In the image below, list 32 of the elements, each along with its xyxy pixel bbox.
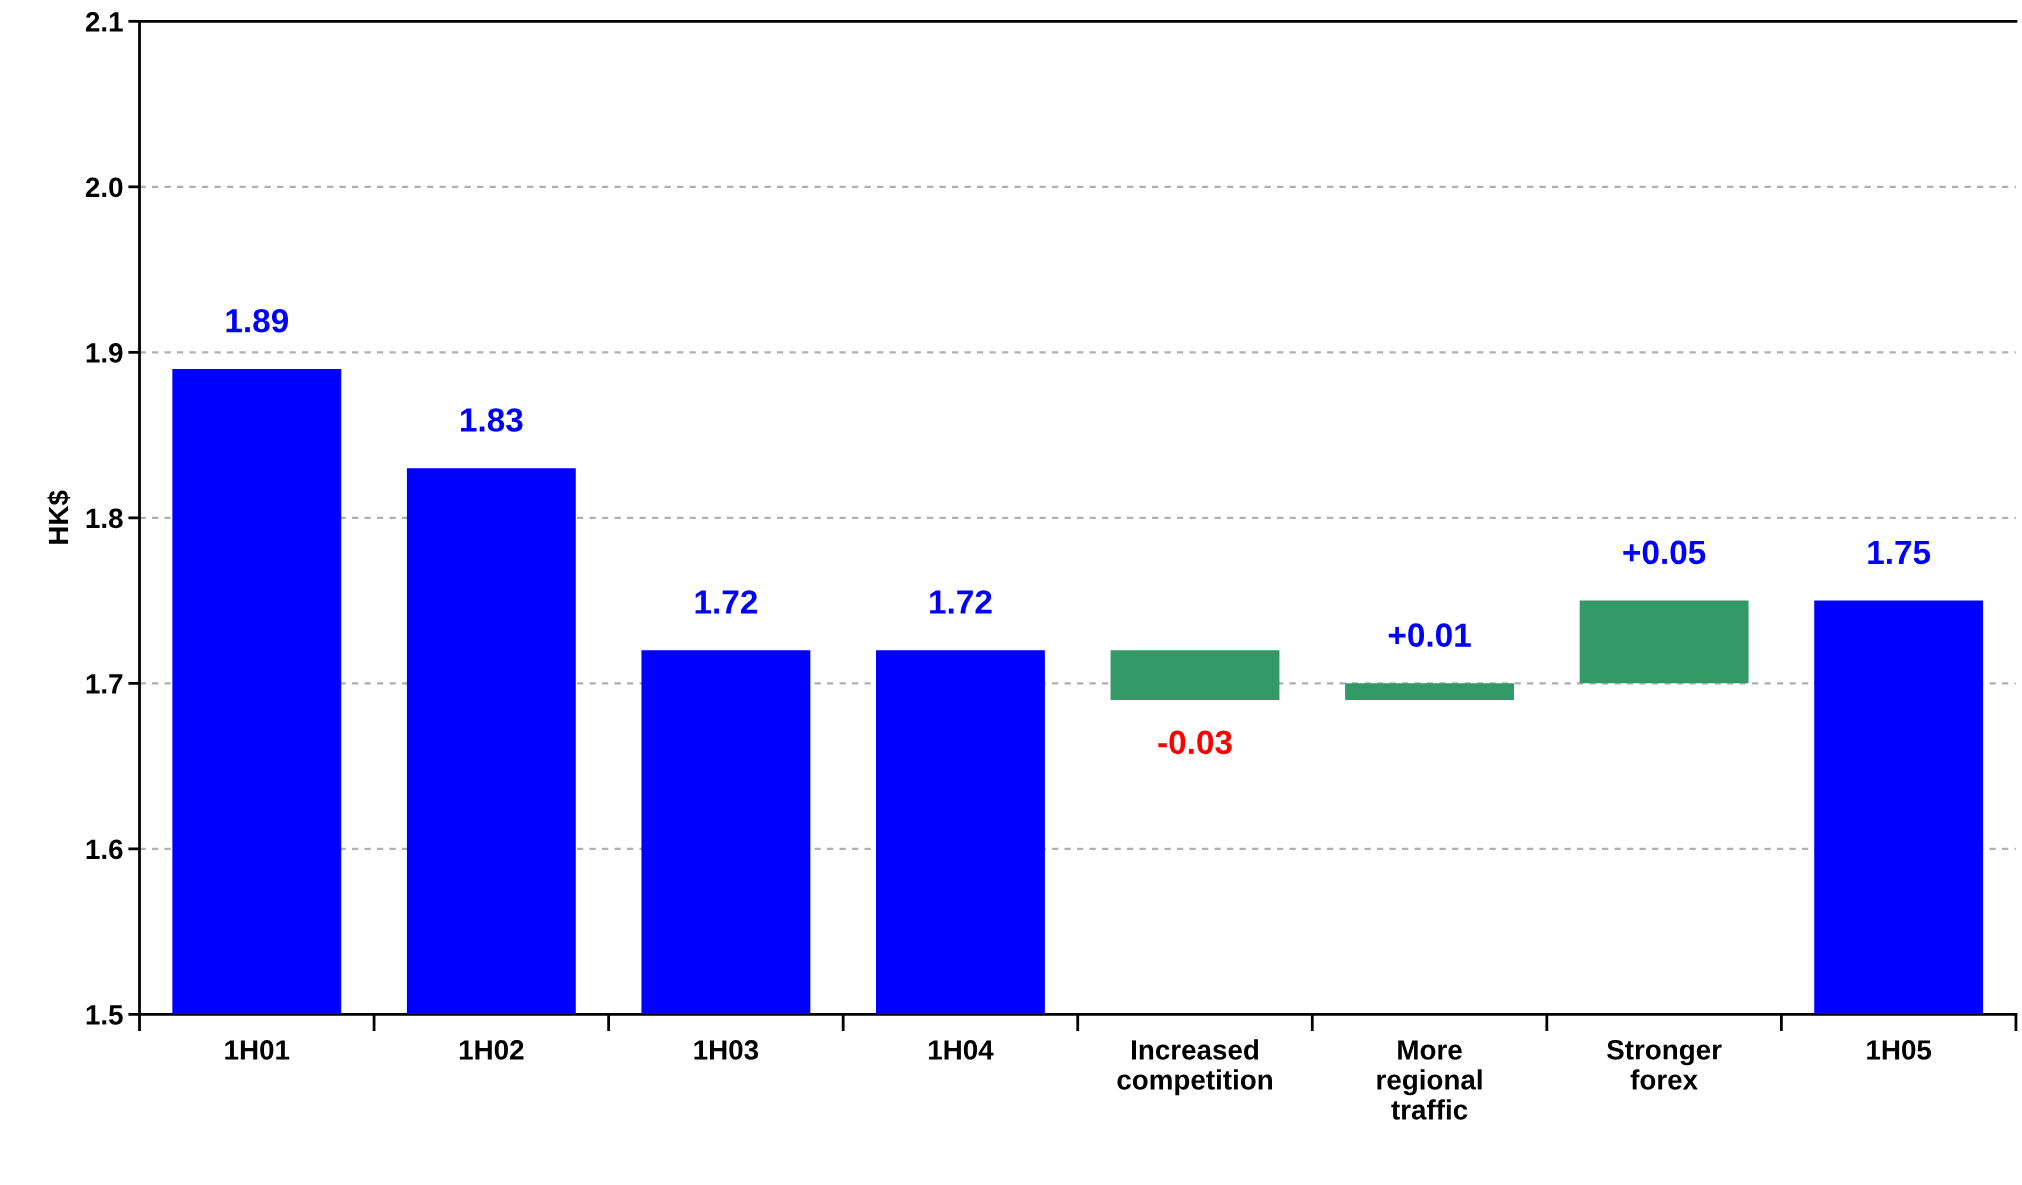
data-label: +0.05 — [1623, 540, 1706, 565]
bar — [876, 650, 1045, 1015]
x-tick-label: 1H01 — [225, 1040, 290, 1060]
data-label: 1.72 — [930, 590, 992, 614]
data-label: 1.83 — [461, 408, 523, 432]
y-tick-label: 1.6 — [86, 839, 123, 860]
x-tick-label: 1H02 — [459, 1040, 524, 1060]
data-label: 1.72 — [695, 590, 757, 614]
data-label: 1.75 — [1868, 540, 1931, 565]
data-label: +0.01 — [1388, 623, 1471, 647]
y-tick-label: 2.0 — [85, 177, 123, 198]
bar — [1579, 600, 1749, 684]
bar — [172, 368, 342, 1015]
x-tick-label: More regional traffic — [1377, 1040, 1482, 1120]
y-tick-label: 1.8 — [86, 508, 123, 529]
x-tick-label: 1H04 — [929, 1040, 994, 1060]
y-tick-label: 1.5 — [86, 1005, 123, 1025]
bar — [1110, 650, 1280, 700]
y-tick-label: 2.1 — [85, 12, 123, 32]
data-label: -0.03 — [1158, 730, 1232, 755]
x-tick-label: 1H05 — [1867, 1040, 1932, 1060]
x-tick-label: 1H03 — [694, 1040, 759, 1060]
bar — [406, 468, 576, 1015]
bar — [1345, 683, 1514, 700]
bar — [641, 650, 811, 1015]
data-label: 1.89 — [226, 308, 288, 333]
y-tick-label: 1.7 — [86, 674, 123, 694]
bar — [1814, 600, 1984, 1015]
y-axis-title: HK$ — [47, 490, 71, 544]
x-tick-label: Stronger forex — [1607, 1039, 1722, 1090]
x-tick-label: Increased competition — [1117, 1039, 1272, 1096]
y-tick-label: 1.9 — [86, 343, 123, 363]
